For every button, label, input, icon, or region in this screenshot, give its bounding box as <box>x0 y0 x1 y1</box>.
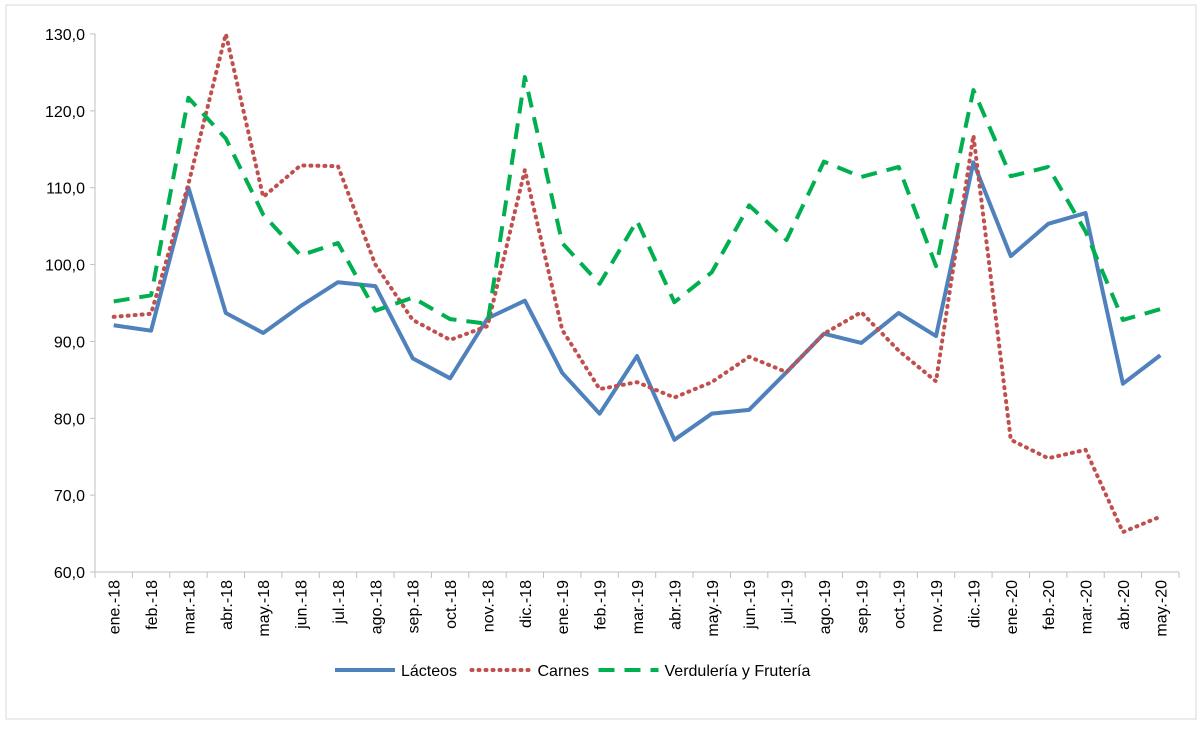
x-tick-label: jul.-18 <box>331 580 348 625</box>
x-tick-label: abr.-20 <box>1116 580 1133 630</box>
x-tick-label: oct.-18 <box>443 580 460 629</box>
x-tick-label: ene.-20 <box>1004 580 1021 634</box>
x-tick-label: jul.-19 <box>780 580 797 625</box>
y-tick-label: 130,0 <box>45 27 85 44</box>
x-tick-label: abr.-19 <box>667 580 684 630</box>
legend-label: Carnes <box>538 663 590 680</box>
x-tick-label: nov.-19 <box>929 580 946 632</box>
x-tick-label: may.-18 <box>256 580 273 637</box>
y-tick-label: 80,0 <box>54 411 85 428</box>
x-tick-label: mar.-19 <box>630 580 647 634</box>
chart-frame <box>5 4 1197 720</box>
legend-label: Lácteos <box>401 663 457 680</box>
y-tick-label: 70,0 <box>54 488 85 505</box>
x-tick-label: may.-20 <box>1153 580 1170 637</box>
x-tick-label: jun.-19 <box>742 580 759 630</box>
x-tick-label: oct.-19 <box>892 580 909 629</box>
y-tick-label: 120,0 <box>45 104 85 121</box>
x-tick-label: jun.-18 <box>294 580 311 630</box>
x-tick-label: dic.-18 <box>518 580 535 628</box>
x-tick-label: may.-19 <box>705 580 722 637</box>
y-tick-label: 100,0 <box>45 258 85 275</box>
y-tick-label: 110,0 <box>46 181 85 198</box>
x-tick-label: feb.-19 <box>593 580 610 630</box>
x-tick-label: feb.-20 <box>1041 580 1058 630</box>
x-tick-label: mar.-18 <box>181 580 198 634</box>
x-tick-label: mar.-20 <box>1079 580 1096 634</box>
x-tick-label: nov.-18 <box>480 580 497 632</box>
line-series <box>111 32 1163 535</box>
x-tick-label: ene.-18 <box>107 580 124 634</box>
y-tick-label: 60,0 <box>54 565 85 582</box>
x-tick-label: feb.-18 <box>144 580 161 630</box>
x-tick-label: sep.-18 <box>406 580 423 633</box>
x-tick-label: ago.-18 <box>368 580 385 634</box>
y-tick-label: 90,0 <box>54 334 85 351</box>
line-series <box>113 160 1162 442</box>
x-tick-label: ago.-19 <box>817 580 834 634</box>
x-tick-label: dic.-19 <box>966 580 983 628</box>
x-tick-label: ene.-19 <box>555 580 572 634</box>
x-tick-label: sep.-19 <box>854 580 871 633</box>
x-tick-label: abr.-18 <box>219 580 236 630</box>
legend-label: Verdulería y Frutería <box>665 663 811 680</box>
